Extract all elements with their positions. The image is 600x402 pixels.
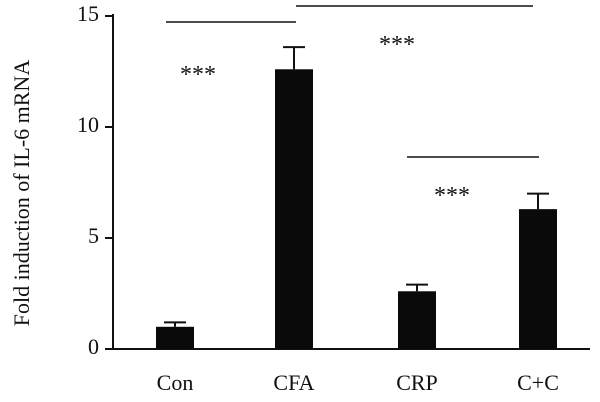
y-tick-label: 5: [88, 223, 99, 248]
bars: [156, 69, 557, 349]
y-ticks: 0 5 10 15: [77, 1, 113, 359]
bar-c-c: [519, 209, 557, 349]
significance-brackets: *** *** ***: [166, 5, 539, 209]
error-bars: [164, 46, 549, 327]
significance-label: ***: [180, 62, 216, 88]
x-tick-label: CRP: [396, 370, 438, 395]
bar-con: [156, 326, 194, 349]
x-tick-label: CFA: [273, 370, 314, 395]
y-axis-title: Fold induction of IL-6 mRNA: [9, 60, 34, 327]
significance-label: ***: [434, 183, 470, 209]
significance-label: ***: [379, 32, 415, 58]
x-tick-label: Con: [157, 370, 194, 395]
bar-crp: [398, 291, 436, 349]
y-tick-label: 10: [77, 112, 99, 137]
x-tick-label: C+C: [517, 370, 559, 395]
x-tick-labels: Con CFA CRP C+C: [157, 370, 559, 395]
y-tick-label: 0: [88, 334, 99, 359]
y-tick-label: 15: [77, 1, 99, 26]
bar-cfa: [275, 69, 313, 349]
